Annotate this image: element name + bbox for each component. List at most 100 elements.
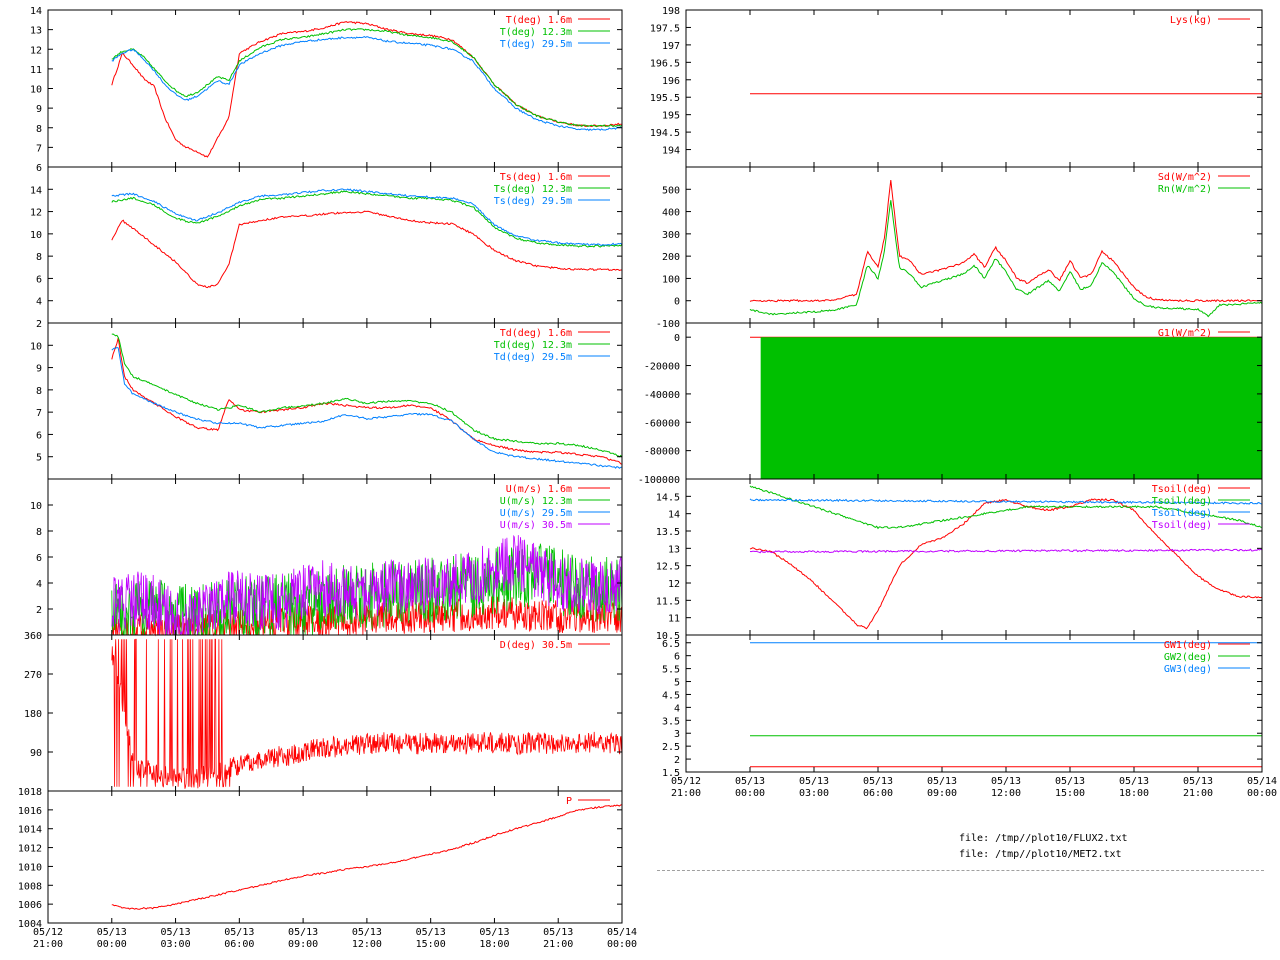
panel-soil-heat-flux: -100000 -80000 -60000 -40000 -20000 0 G1(W/m^2…: [638, 322, 1263, 486]
plot-frame: [685, 9, 1263, 168]
y-tick-label: 196.5: [650, 58, 680, 69]
legend-label: GW1(deg): [1164, 640, 1212, 651]
y-tick-label: 11: [668, 614, 680, 625]
y-tick-label: 5: [36, 453, 42, 464]
y-tick-label: 10: [30, 501, 42, 512]
y-tick-label: 7: [36, 408, 42, 419]
x-tick-label: 05/13: [927, 776, 957, 787]
x-tick-label: 05/13: [799, 776, 829, 787]
y-tick-label: -80000: [644, 447, 680, 458]
y-tick-label: 8: [36, 386, 42, 397]
y-tick-label: 500: [662, 185, 680, 196]
y-tick-label: 3.5: [662, 716, 680, 727]
x-tick-label: 05/12: [33, 927, 63, 938]
legend-label: D(deg) 30.5m: [500, 640, 572, 651]
legend-label: G1(W/m^2): [1158, 328, 1212, 339]
x-tick-label: 05/13: [224, 927, 254, 938]
series-line-red-0: [111, 638, 623, 789]
legend-label: Ts(deg) 29.5m: [494, 196, 572, 207]
legend-label: Tsoil(deg): [1152, 508, 1212, 519]
y-tick-label: 6: [36, 553, 42, 564]
legend-label: T(deg) 1.6m: [506, 15, 572, 26]
series-line-purple-3: [111, 534, 623, 636]
y-tick-label: 3: [674, 729, 680, 740]
x-tick-label: 09:00: [288, 939, 318, 950]
y-tick-label: 198: [662, 6, 680, 17]
y-tick-label: 5: [674, 678, 680, 689]
x-tick-label: 05/13: [479, 927, 509, 938]
x-tick-label: 09:00: [927, 788, 957, 799]
series-line-green-1: [111, 28, 623, 128]
y-tick-label: 194: [662, 146, 680, 157]
x-tick-label: 18:00: [1119, 788, 1149, 799]
x-tick-label: 00:00: [1247, 788, 1277, 799]
y-tick-label: 11.5: [656, 596, 680, 607]
y-tick-label: 100: [662, 274, 680, 285]
y-tick-label: 2: [36, 319, 42, 330]
x-tick-label: 05/13: [288, 927, 318, 938]
legend-label: Td(deg) 1.6m: [500, 328, 572, 339]
series-line-red-0: [111, 337, 623, 465]
y-tick-label: 4: [36, 297, 42, 308]
y-tick-label: 13.5: [656, 527, 680, 538]
x-tick-label: 00:00: [735, 788, 765, 799]
y-tick-label: 8: [36, 124, 42, 135]
y-tick-label: 7: [36, 143, 42, 154]
y-tick-label: 1016: [18, 806, 42, 817]
x-tick-label: 05/14: [1247, 776, 1277, 787]
x-tick-label: 18:00: [479, 939, 509, 950]
x-tick-label: 15:00: [416, 939, 446, 950]
series-line-red-0: [111, 210, 622, 289]
y-tick-label: -20000: [644, 362, 680, 373]
x-tick-label: 21:00: [671, 788, 701, 799]
y-tick-label: 5.5: [662, 665, 680, 676]
x-tick-label: 03:00: [161, 939, 191, 950]
series-line-purple-3: [749, 548, 1263, 554]
x-tick-label: 21:00: [33, 939, 63, 950]
y-tick-label: 14: [668, 510, 680, 521]
y-tick-label: 1014: [18, 825, 42, 836]
x-tick-label: 21:00: [543, 939, 573, 950]
panel-air-temperature: 6 7 8 9 10 11 12 13 14 T(deg) 1.6mT(deg) 12.3mT(d…: [30, 6, 623, 174]
y-tick-label: 90: [30, 748, 42, 759]
series-line-red-0: [111, 804, 623, 910]
y-tick-label: 14: [30, 6, 42, 17]
x-tick-label: 05/13: [1183, 776, 1213, 787]
panel-lysimeter: 194 194.5 195 195.5 196 196.5 197 197.5 198 Lys(k…: [650, 6, 1263, 168]
x-tick-label: 06:00: [224, 939, 254, 950]
y-tick-label: 1008: [18, 881, 42, 892]
series-line-blue-2: [111, 188, 623, 247]
x-tick-label: 12:00: [991, 788, 1021, 799]
y-tick-label: 6.5: [662, 639, 680, 650]
y-tick-label: 12: [30, 208, 42, 219]
legend-label: U(m/s) 12.3m: [500, 496, 572, 507]
y-tick-label: 4: [36, 579, 42, 590]
y-tick-label: 10: [30, 85, 42, 96]
y-tick-label: 10.5: [656, 631, 680, 642]
x-tick-label: 05/13: [991, 776, 1021, 787]
legend-label: Tsoil(deg): [1152, 520, 1212, 531]
panel-soil-temperature: 10.51111.51212.51313.51414.5Tsoil(deg)Ts…: [656, 478, 1263, 642]
y-tick-label: 12.5: [656, 562, 680, 573]
y-tick-label: 197: [662, 41, 680, 52]
y-tick-label: -40000: [644, 390, 680, 401]
series-line-green-1: [749, 200, 1263, 318]
legend-label: P: [566, 796, 572, 807]
x-tick-label: 05/13: [1119, 776, 1149, 787]
y-tick-label: 13: [668, 544, 680, 555]
y-tick-label: 8: [36, 527, 42, 538]
y-tick-label: 6: [36, 163, 42, 174]
x-tick-label: 05/14: [607, 927, 637, 938]
y-tick-label: 10: [30, 341, 42, 352]
legend-label: Sd(W/m^2): [1158, 172, 1212, 183]
y-tick-label: 1006: [18, 900, 42, 911]
y-tick-label: 0: [674, 297, 680, 308]
y-tick-label: 10: [30, 230, 42, 241]
y-tick-label: 197.5: [650, 23, 680, 34]
y-tick-label: 1004: [18, 919, 42, 930]
y-tick-label: -100000: [638, 475, 680, 486]
x-tick-label: 05/13: [416, 927, 446, 938]
legend-label: Td(deg) 29.5m: [494, 352, 572, 363]
